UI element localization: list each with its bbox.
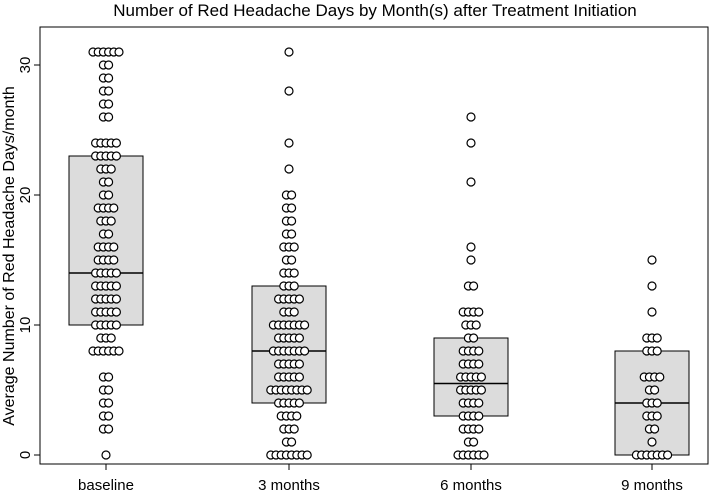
data-point bbox=[103, 73, 114, 83]
data-point bbox=[647, 437, 657, 447]
data-point bbox=[111, 281, 122, 291]
data-point bbox=[103, 177, 114, 187]
data-point bbox=[647, 281, 657, 291]
y-tick-label: 30 bbox=[17, 57, 34, 74]
data-point bbox=[292, 411, 302, 421]
data-point bbox=[289, 242, 299, 252]
data-point bbox=[469, 437, 479, 447]
data-point bbox=[662, 450, 673, 460]
data-point bbox=[649, 385, 660, 395]
data-point bbox=[103, 411, 114, 421]
data-point bbox=[103, 99, 114, 109]
data-point bbox=[103, 372, 114, 382]
data-point bbox=[474, 346, 484, 356]
data-point bbox=[106, 333, 116, 343]
data-point bbox=[302, 385, 312, 395]
data-point bbox=[466, 177, 476, 187]
data-point bbox=[652, 333, 662, 343]
plot-frame bbox=[39, 26, 709, 465]
data-point bbox=[109, 203, 119, 213]
data-point bbox=[469, 281, 479, 291]
data-point bbox=[103, 385, 114, 395]
data-point bbox=[287, 203, 297, 213]
data-point bbox=[469, 333, 479, 343]
data-point bbox=[479, 450, 489, 460]
y-axis-label: Average Number of Red Headache Days/mont… bbox=[1, 86, 18, 425]
data-point bbox=[474, 307, 484, 317]
y-tick-label: 0 bbox=[17, 451, 34, 459]
data-point bbox=[111, 268, 122, 278]
data-point bbox=[649, 424, 660, 434]
data-point bbox=[471, 320, 481, 330]
data-point bbox=[466, 138, 476, 148]
data-point bbox=[284, 47, 294, 57]
data-point bbox=[103, 112, 114, 122]
data-point bbox=[109, 242, 119, 252]
data-point bbox=[111, 151, 122, 161]
data-point bbox=[289, 268, 299, 278]
data-point bbox=[103, 86, 114, 96]
data-point bbox=[109, 255, 119, 265]
data-point bbox=[103, 190, 114, 200]
data-point bbox=[106, 216, 116, 226]
data-point bbox=[103, 229, 114, 239]
data-point bbox=[103, 60, 114, 70]
data-point bbox=[474, 398, 484, 408]
data-point bbox=[300, 320, 310, 330]
data-point bbox=[103, 424, 114, 434]
x-tick-label: 3 months bbox=[258, 477, 320, 494]
data-point bbox=[106, 164, 116, 174]
data-point bbox=[287, 190, 297, 200]
data-point bbox=[476, 372, 486, 382]
data-point bbox=[466, 255, 476, 265]
data-point bbox=[289, 307, 299, 317]
data-point bbox=[114, 346, 124, 356]
x-tick-label: baseline bbox=[78, 477, 134, 494]
data-point bbox=[652, 398, 662, 408]
x-tick-label: 9 months bbox=[621, 477, 683, 494]
data-point bbox=[652, 411, 662, 421]
y-tick-label: 10 bbox=[17, 317, 34, 334]
data-point bbox=[284, 164, 294, 174]
x-tick-label: 6 months bbox=[440, 477, 502, 494]
data-point bbox=[294, 359, 304, 369]
data-point bbox=[111, 138, 122, 148]
data-point bbox=[289, 281, 299, 291]
data-point bbox=[652, 346, 662, 356]
data-point bbox=[103, 398, 114, 408]
data-point bbox=[300, 346, 310, 356]
data-point bbox=[287, 255, 297, 265]
data-point bbox=[284, 86, 294, 96]
data-point bbox=[114, 47, 124, 57]
data-point bbox=[474, 359, 484, 369]
data-point bbox=[474, 411, 484, 421]
data-point bbox=[294, 398, 304, 408]
data-point bbox=[466, 112, 476, 122]
data-point bbox=[294, 294, 304, 304]
data-point bbox=[476, 385, 486, 395]
data-point bbox=[111, 294, 122, 304]
data-point bbox=[294, 372, 304, 382]
data-point bbox=[287, 216, 297, 226]
data-point bbox=[111, 320, 122, 330]
data-point bbox=[647, 255, 657, 265]
data-point bbox=[302, 450, 312, 460]
data-point bbox=[474, 424, 484, 434]
data-point bbox=[289, 424, 299, 434]
data-point bbox=[466, 242, 476, 252]
data-point bbox=[294, 333, 304, 343]
data-point bbox=[101, 450, 111, 460]
chart-title: Number of Red Headache Days by Month(s) … bbox=[113, 1, 636, 20]
data-point bbox=[111, 307, 122, 317]
data-point bbox=[647, 307, 657, 317]
data-point bbox=[287, 229, 297, 239]
plot-area: 0 10 20 30 baseline 3 months 6 months 9 months bbox=[17, 26, 709, 494]
y-tick-label: 20 bbox=[17, 187, 34, 204]
data-point bbox=[655, 372, 665, 382]
data-point bbox=[284, 138, 294, 148]
data-point bbox=[287, 437, 297, 447]
